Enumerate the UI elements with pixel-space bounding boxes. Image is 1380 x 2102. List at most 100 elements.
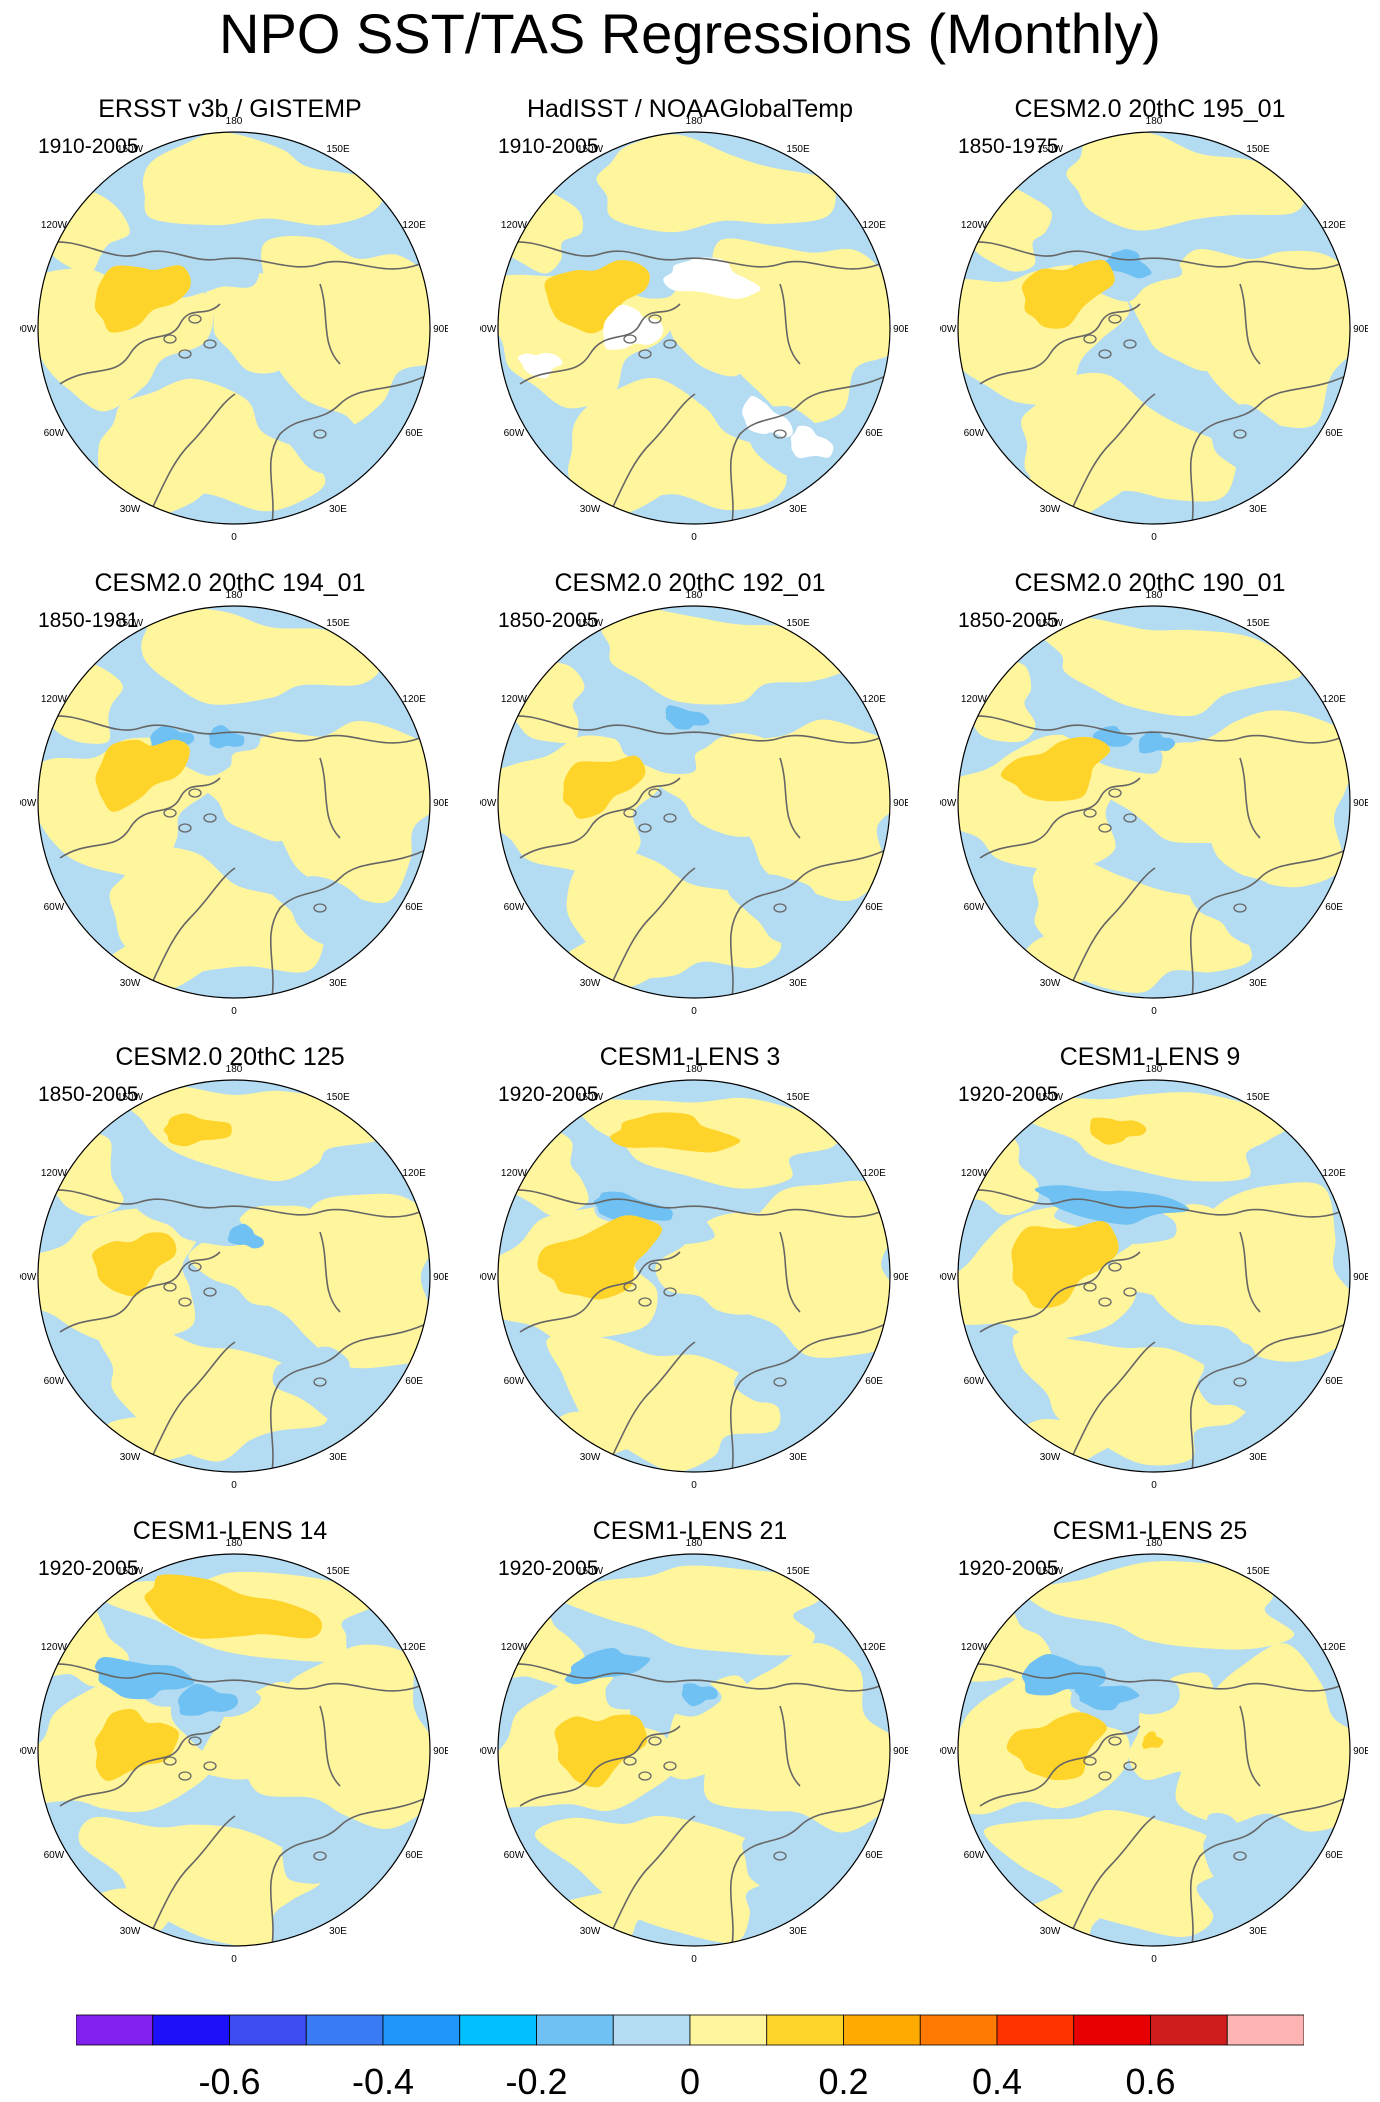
longitude-label: 120W [961,1642,988,1653]
longitude-label: 180 [686,1064,703,1075]
longitude-label: 120W [501,694,528,705]
map-panel: CESM2.0 20thC 192_01 180 150E 120E 90E 60E 30E… [460,474,920,1017]
negative-anomaly-region [742,1811,825,1890]
longitude-label: 90W [940,1272,957,1283]
longitude-label: 150E [1246,1566,1270,1577]
longitude-label: 60W [964,1850,985,1861]
longitude-label: 90W [940,798,957,809]
coastline [269,373,430,524]
colorbar-tick-label: -0.4 [351,2061,415,2102]
island-outline [623,1282,637,1292]
island-outline [1108,314,1122,324]
coastline [39,1189,421,1218]
polar-stereographic-map: 180 150E 120E 90E 60E 30E 0 30W 60W 90W 120W 150W [940,1064,1368,1491]
coastline [1239,757,1261,839]
island-outline [178,1297,192,1307]
positive-anomaly-region [38,659,123,744]
longitude-label: 60E [1325,1376,1343,1387]
map-boundary [957,605,1351,999]
coastline [1189,847,1350,998]
map-panel: CESM2.0 20thC 190_01 180 150E 120E 90E 60E 30E… [920,474,1380,1017]
panel-title: CESM1-LENS 9 [1059,1043,1241,1071]
island-outline [663,339,677,349]
coastline [729,1321,890,1472]
longitude-label: 30E [329,504,347,515]
longitude-label: 120W [501,220,528,231]
longitude-label: 120E [1322,1168,1346,1179]
map-boundary [957,1553,1351,1947]
coastline [1059,1341,1156,1472]
longitude-label: 90E [1353,1746,1368,1757]
coastline [779,283,801,365]
longitude-label: 0 [1151,1006,1157,1017]
longitude-label: 150E [786,1566,810,1577]
strong-negative-anomaly-region [177,1683,239,1716]
longitude-label: 150W [577,618,604,629]
negative-anomaly-region [728,874,820,949]
colorbar-tick-label: -0.6 [198,2061,261,2102]
strong-positive-anomaly-region [1011,1221,1119,1309]
longitude-label: 120W [41,694,68,705]
longitude-label: 60E [1325,428,1343,439]
longitude-label: 150E [326,144,350,155]
negative-anomaly-region [1197,1341,1286,1420]
island-outline [1098,1297,1112,1307]
coastline [1059,1815,1156,1946]
coastline [979,303,1141,385]
colorbar-tick-label: 0.4 [971,2061,1023,2102]
longitude-label: 150E [326,618,350,629]
island-outline [1123,339,1137,349]
colorbar-tick-label: 0.2 [818,2061,869,2102]
strong-positive-anomaly-region [544,260,650,334]
longitude-label: 90E [1353,1272,1368,1283]
island-outline [1123,813,1137,823]
polar-stereographic-map: 180 150E 120E 90E 60E 30E 0 30W 60W 90W 120W 150W [940,1538,1368,1965]
positive-anomaly-region [1025,1561,1295,1650]
strong-positive-anomaly-region [94,265,191,333]
coastline [599,1341,696,1472]
colorbar-tick-label: 0.6 [1125,2061,1176,2102]
island-outline [773,429,787,439]
island-outline [1108,1262,1122,1272]
longitude-label: 60E [865,902,883,913]
longitude-label: 60W [504,1376,525,1387]
coastline [319,283,341,365]
island-outline [1098,349,1112,359]
coastline [1239,283,1261,365]
strong-positive-anomaly-region [92,1232,177,1297]
strong-negative-anomaly-region [665,705,710,730]
strong-positive-anomaly-region [554,1714,648,1788]
longitude-label: 90W [940,324,957,335]
longitude-label: 90E [893,1746,908,1757]
strong-positive-anomaly-region [95,739,190,812]
panel-title: CESM1-LENS 14 [132,1517,328,1545]
longitude-label: 90E [893,1272,908,1283]
island-outline [178,823,192,833]
panel-title: CESM2.0 20thC 190_01 [1014,569,1286,597]
coastline [269,1795,430,1946]
longitude-label: 30W [1040,978,1061,989]
positive-anomaly-region [546,1334,781,1472]
longitude-label: 120E [862,220,886,231]
island-outline [773,903,787,913]
island-outline [188,314,202,324]
coastline [139,393,236,524]
longitude-label: 60W [44,428,65,439]
island-outline [663,1761,677,1771]
longitude-label: 120E [402,220,426,231]
colorbar-box [305,2014,384,2046]
colorbar-box [152,2014,230,2046]
longitude-label: 90W [20,798,37,809]
island-outline [1108,1736,1122,1746]
longitude-label: 30E [789,1926,807,1937]
island-outline [1123,1761,1137,1771]
map-boundary [497,1553,891,1947]
positive-anomaly-region [1121,262,1257,372]
panel-period: 1920-2005 [958,1557,1059,1580]
map-boundary [497,605,891,999]
coastline [1239,1231,1261,1313]
island-outline [178,1771,192,1781]
longitude-label: 180 [226,1064,243,1075]
longitude-label: 30E [1249,1926,1267,1937]
panel-title: CESM1-LENS 3 [599,1043,781,1071]
